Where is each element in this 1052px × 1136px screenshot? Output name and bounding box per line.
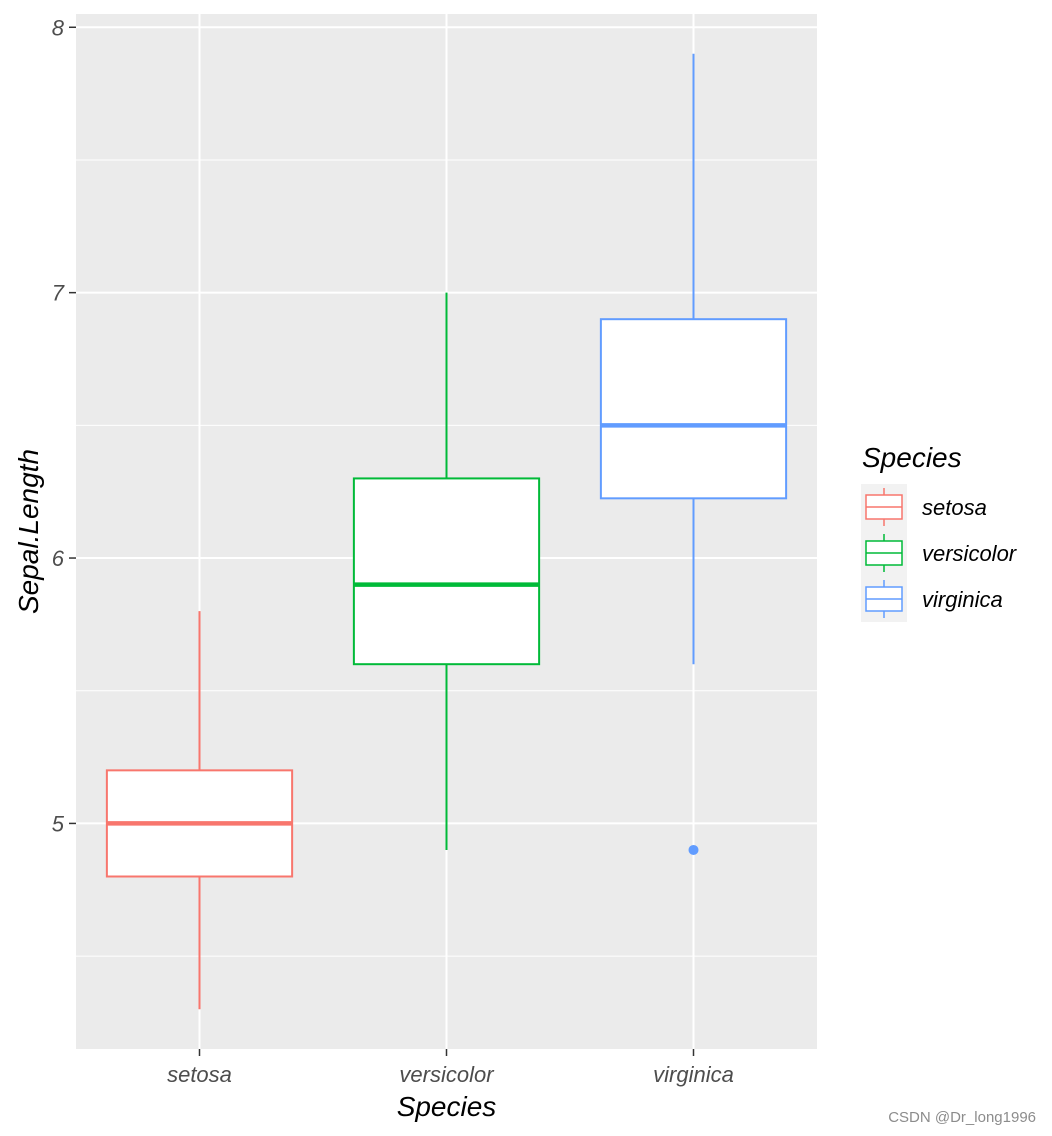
y-tick-label: 6 — [52, 546, 65, 571]
legend-item-virginica: virginica — [861, 576, 1003, 622]
legend: Species setosa versicolor virginica — [861, 442, 1018, 622]
boxes — [105, 53, 788, 1010]
box-versicolor — [352, 292, 541, 850]
box-virginica — [599, 53, 788, 855]
x-tick-label: virginica — [653, 1062, 734, 1087]
y-axis-title: Sepal.Length — [13, 449, 44, 614]
legend-label: setosa — [922, 495, 987, 520]
iqr-box — [352, 477, 541, 666]
legend-label: virginica — [922, 587, 1003, 612]
y-tick-label: 7 — [52, 281, 65, 306]
iqr-box — [599, 318, 788, 500]
x-tick-label: versicolor — [399, 1062, 495, 1087]
x-tick-label: setosa — [167, 1062, 232, 1087]
legend-item-setosa: setosa — [861, 484, 987, 530]
y-tick-label: 5 — [52, 811, 65, 836]
y-axis: 5 6 7 8 — [52, 15, 76, 836]
x-axis: setosa versicolor virginica — [167, 1049, 734, 1087]
y-tick-label: 8 — [52, 15, 65, 40]
legend-label: versicolor — [922, 541, 1018, 566]
watermark: CSDN @Dr_long1996 — [888, 1109, 1036, 1126]
legend-title: Species — [862, 442, 962, 473]
x-axis-title: Species — [397, 1091, 497, 1122]
outlier-point — [688, 844, 699, 855]
box-setosa — [105, 611, 294, 1010]
legend-item-versicolor: versicolor — [861, 530, 1018, 576]
